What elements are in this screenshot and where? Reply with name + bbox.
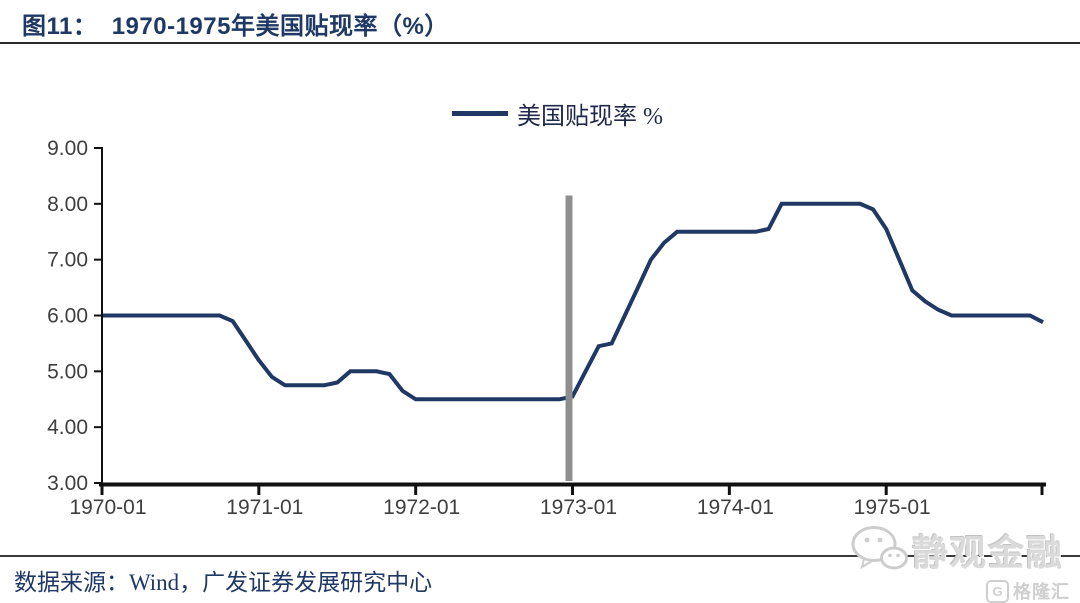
footer-divider [0,555,1080,557]
title-divider [0,42,1080,44]
event-marker-1973 [565,195,573,481]
x-tick-label: 1973-01 [540,496,617,519]
gelonghui-logo: G 格隆汇 [986,578,1070,603]
x-tick-label: 1974-01 [697,496,774,519]
y-tick-label: 6.00 [47,305,88,328]
chart-legend: 美国贴现率 % [452,96,663,131]
legend-line-swatch [452,111,508,116]
legend-series-label: 美国贴现率 % [517,104,663,130]
x-tick-label: 1970-01 [69,496,146,519]
gelonghui-badge-letter: G [986,579,1009,603]
y-tick-label: 3.00 [47,472,88,495]
y-tick-label: 8.00 [47,193,88,216]
gelonghui-name: 格隆汇 [1013,582,1070,602]
source-note: 数据来源：Wind，广发证券发展研究中心 [14,570,433,595]
wechat-icon [851,526,908,570]
y-tick-label: 7.00 [47,249,88,272]
brand-watermark-text: 静观金融 [911,533,1064,573]
y-tick-label: 9.00 [47,137,88,160]
y-tick-label: 4.00 [47,416,88,439]
x-tick-label: 1972-01 [383,496,460,519]
figure-title: 图11： 1970-1975年美国贴现率（%） [22,13,449,40]
brand-watermark: 静观金融 [850,524,1064,576]
x-tick-label: 1971-01 [226,496,303,519]
x-tick-label: 1975-01 [854,496,931,519]
y-tick-label: 5.00 [47,360,88,383]
